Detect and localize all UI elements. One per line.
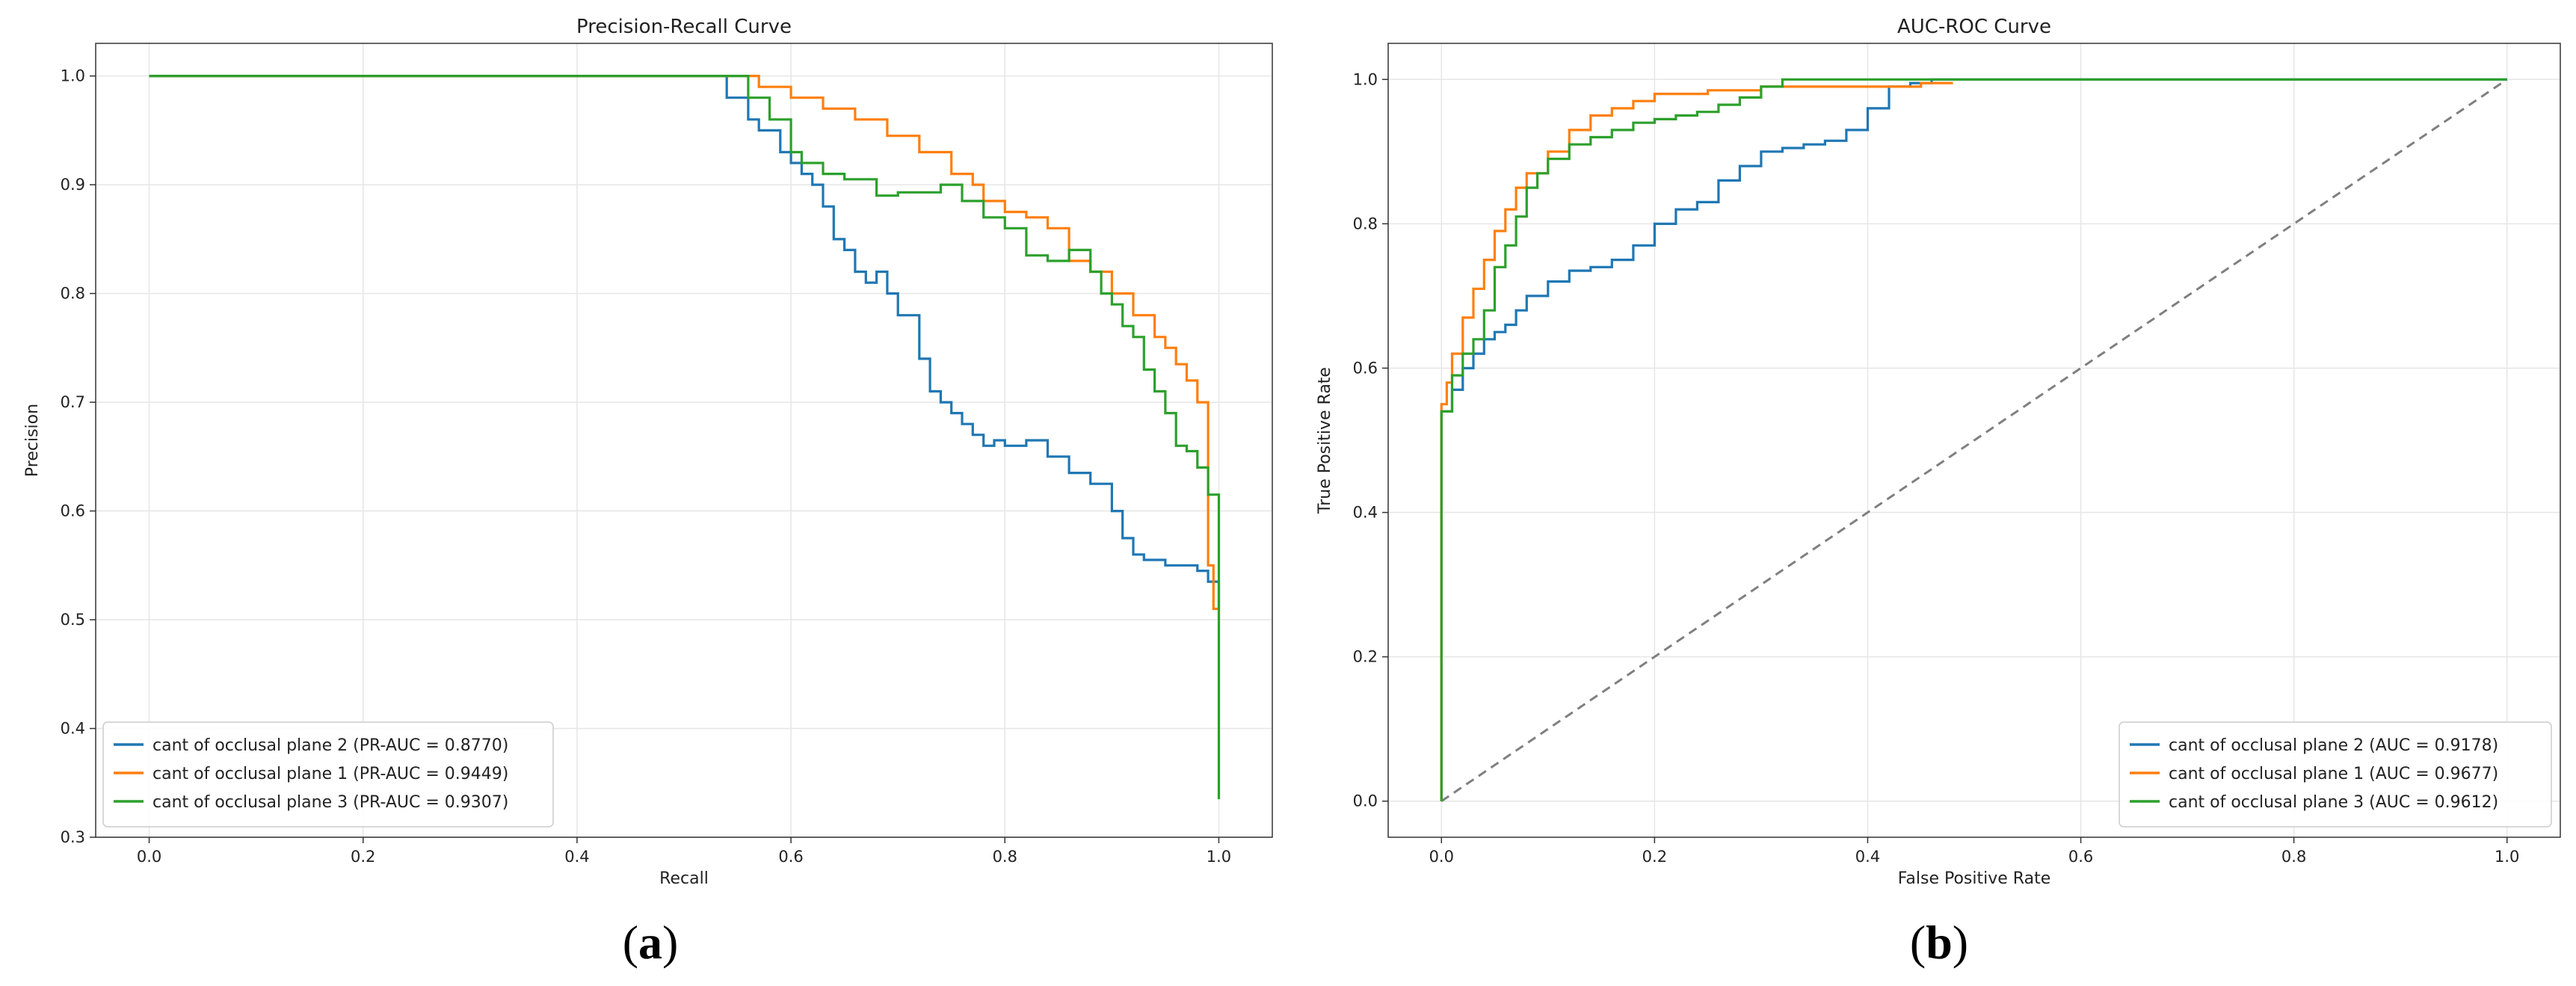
legend-box [102,721,554,828]
legend-entry: cant of occlusal plane 3 (PR-AUC = 0.930… [152,793,508,812]
x-tick-label: 0.8 [2281,848,2306,866]
x-tick-label: 0.0 [137,848,161,866]
legend-entry: cant of occlusal plane 2 (PR-AUC = 0.877… [152,736,508,755]
series-line-1 [149,75,1221,609]
chart-title: Precision-Recall Curve [576,16,792,38]
y-axis-label: True Positive Rate [1316,367,1334,514]
y-tick-label: 0.7 [61,393,85,411]
x-tick-label: 1.0 [2495,848,2519,866]
x-tick-label: 0.4 [1855,848,1880,866]
series-line-3 [1440,78,2507,801]
reference-diagonal-line [1440,78,2508,802]
y-tick-label: 1.0 [61,67,85,85]
y-tick-label: 0.8 [61,285,85,303]
y-tick-label: 1.0 [1353,70,1378,88]
y-tick-label: 0.4 [1353,504,1378,522]
x-tick-label: 0.2 [351,848,375,866]
y-tick-label: 0.0 [1353,792,1378,810]
x-axis-label: False Positive Rate [1898,869,2050,888]
y-tick-label: 0.6 [61,502,85,520]
x-tick-label: 0.6 [2068,848,2093,866]
legend-entry: cant of occlusal plane 3 (AUC = 0.9612) [2169,793,2498,812]
pr-curve-chart: Precision-Recall Curve 0.0 0.2 0.4 0.6 0.8 1.0… [23,16,1273,888]
panel-label-b: (b) [1910,916,1968,969]
plot-frame [1387,43,2561,838]
y-tick-label: 0.3 [61,828,85,846]
panel-label-a: (a) [623,916,679,969]
y-tick-label: 0.8 [1353,215,1378,232]
series-line-3 [149,75,1221,800]
legend-entry: cant of occlusal plane 2 (AUC = 0.9178) [2169,736,2498,755]
chart-title: AUC-ROC Curve [1897,16,2051,38]
x-tick-label: 1.0 [1207,848,1231,866]
legend: cant of occlusal plane 2 (PR-AUC = 0.877… [102,721,554,828]
legend-entry: cant of occlusal plane 1 (AUC = 0.9677) [2169,765,2498,783]
y-tick-label: 0.5 [61,611,85,629]
y-tick-label: 0.6 [1353,359,1378,377]
roc-curve-chart: AUC-ROC Curve 0.0 0.2 0.4 0.6 0.8 1.0 0.0 0.2 0.4… [1316,16,2561,888]
x-axis-label: Recall [659,869,709,888]
y-tick-label: 0.9 [61,176,85,194]
x-tick-label: 0.2 [1642,848,1667,866]
y-tick-label: 0.2 [1353,648,1378,666]
series-line-1 [1440,78,2507,801]
x-tick-label: 0.0 [1429,848,1454,866]
legend: cant of occlusal plane 2 (AUC = 0.9178) c… [2119,721,2552,828]
y-tick-label: 0.4 [61,720,85,738]
series-line-2 [149,75,1221,620]
plot-frame [95,43,1273,838]
x-tick-label: 0.8 [993,848,1017,866]
x-tick-label: 0.6 [778,848,803,866]
legend-entry: cant of occlusal plane 1 (PR-AUC = 0.944… [152,765,508,783]
legend-box [2119,721,2552,828]
x-tick-label: 0.4 [564,848,589,866]
y-axis-label: Precision [23,404,42,477]
